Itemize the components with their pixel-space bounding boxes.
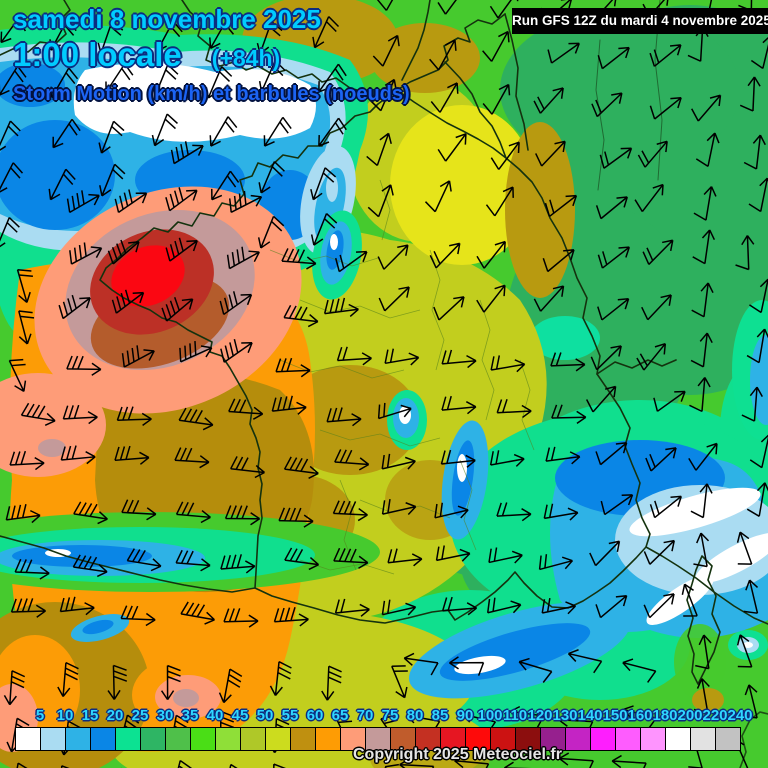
scale-box [665, 727, 691, 751]
scale-label: 180 [652, 707, 678, 724]
scale-box [365, 727, 391, 751]
scale-label: 10 [56, 707, 74, 724]
scale-label: 100 [477, 707, 503, 724]
scale-box [165, 727, 191, 751]
scale-box [290, 727, 316, 751]
scale-box [465, 727, 491, 751]
scale-box [715, 727, 741, 751]
scale-label: 80 [406, 707, 424, 724]
parameter-subtitle: Storm Motion (km/h) et barbules (noeuds) [13, 83, 410, 105]
scale-label: 50 [256, 707, 274, 724]
scale-label: 90 [456, 707, 474, 724]
scale-box [240, 727, 266, 751]
scale-box [415, 727, 441, 751]
scale-label: 160 [627, 707, 653, 724]
title-block: samedi 8 novembre 2025 1:00 locale (+84h… [13, 4, 410, 106]
scale-box [140, 727, 166, 751]
scale-label: 40 [206, 707, 224, 724]
model-run-banner: Run GFS 12Z du mardi 4 novembre 2025 [512, 8, 768, 34]
scale-box [515, 727, 541, 751]
scale-box [540, 727, 566, 751]
scale-label: 140 [577, 707, 603, 724]
scale-label: 45 [231, 707, 249, 724]
scale-label: 70 [356, 707, 374, 724]
scale-label: 25 [131, 707, 149, 724]
scale-box [90, 727, 116, 751]
scale-label: 35 [181, 707, 199, 724]
scale-box [640, 727, 666, 751]
scale-label: 5 [35, 707, 45, 724]
scale-label: 240 [727, 707, 753, 724]
scale-box [690, 727, 716, 751]
scale-box [590, 727, 616, 751]
scale-box [390, 727, 416, 751]
scale-box [490, 727, 516, 751]
scale-box [565, 727, 591, 751]
scale-label: 15 [81, 707, 99, 724]
scale-box [65, 727, 91, 751]
scale-label: 20 [106, 707, 124, 724]
valid-time: 1:00 locale [13, 36, 182, 73]
scale-box [115, 727, 141, 751]
scale-box [190, 727, 216, 751]
scale-label: 130 [552, 707, 578, 724]
scale-box [315, 727, 341, 751]
scale-label: 55 [281, 707, 299, 724]
scale-label: 110 [502, 707, 528, 724]
scale-box [15, 727, 41, 751]
forecast-offset: (+84h) [211, 45, 281, 71]
scale-label: 30 [156, 707, 174, 724]
scale-label: 150 [602, 707, 628, 724]
scale-box [440, 727, 466, 751]
scale-label: 200 [677, 707, 703, 724]
scale-box [40, 727, 66, 751]
scale-label: 85 [431, 707, 449, 724]
valid-time-row: 1:00 locale (+84h) [13, 36, 410, 74]
scale-box [615, 727, 641, 751]
scale-box [215, 727, 241, 751]
scale-label: 220 [702, 707, 728, 724]
scale-box [265, 727, 291, 751]
scale-label: 60 [306, 707, 324, 724]
scale-label: 75 [381, 707, 399, 724]
scale-label: 120 [527, 707, 553, 724]
copyright-text: Copyright 2025 Meteociel.fr [353, 746, 562, 763]
scale-label: 65 [331, 707, 349, 724]
valid-date: samedi 8 novembre 2025 [13, 4, 321, 34]
